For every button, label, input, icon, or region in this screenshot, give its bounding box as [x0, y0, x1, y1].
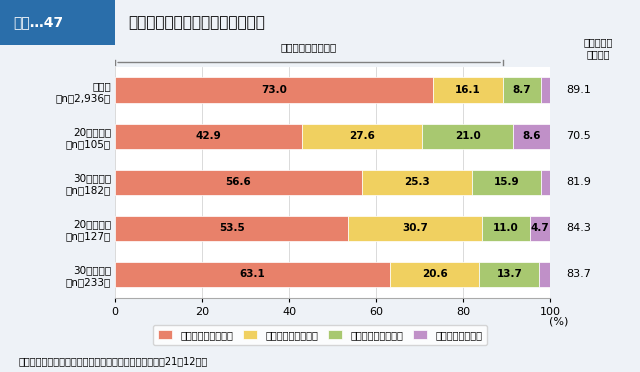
Text: 89.1: 89.1: [566, 85, 591, 95]
Bar: [302, 124, 422, 149]
Text: 27.6: 27.6: [349, 131, 375, 141]
Bar: [115, 77, 433, 103]
Text: 53.5: 53.5: [219, 223, 244, 233]
Bar: [513, 124, 551, 149]
Bar: [390, 262, 479, 287]
Text: よく食べる
（小計）: よく食べる （小計）: [584, 37, 613, 59]
Text: 資料：内閣府「食育の現状と意識に関する調査」（平成21年12月）: 資料：内閣府「食育の現状と意識に関する調査」（平成21年12月）: [19, 356, 208, 366]
Text: 11.0: 11.0: [493, 223, 518, 233]
Bar: [539, 262, 550, 287]
Text: 20.6: 20.6: [422, 269, 447, 279]
Bar: [541, 77, 550, 103]
Bar: [115, 216, 348, 241]
Bar: [541, 170, 550, 195]
Text: 30.7: 30.7: [402, 223, 428, 233]
X-axis label: (%): (%): [549, 316, 569, 326]
Text: 42.9: 42.9: [196, 131, 221, 141]
Text: 4.7: 4.7: [531, 223, 549, 233]
Bar: [362, 170, 472, 195]
Text: 25.3: 25.3: [404, 177, 429, 187]
Text: 83.7: 83.7: [566, 269, 591, 279]
Text: 84.3: 84.3: [566, 223, 591, 233]
Bar: [115, 262, 390, 287]
Text: 56.6: 56.6: [225, 177, 252, 187]
Bar: [115, 170, 362, 195]
Text: よく食べる（小計）: よく食べる（小計）: [281, 43, 337, 52]
Text: 8.7: 8.7: [513, 85, 531, 95]
Bar: [529, 216, 550, 241]
Text: 副菜を１日に２回以上食べる頻度: 副菜を１日に２回以上食べる頻度: [128, 15, 265, 30]
Text: 16.1: 16.1: [455, 85, 481, 95]
Bar: [482, 216, 529, 241]
Text: 70.5: 70.5: [566, 131, 591, 141]
Bar: [503, 77, 541, 103]
Text: 73.0: 73.0: [261, 85, 287, 95]
Bar: [115, 124, 302, 149]
Bar: [348, 216, 482, 241]
Text: 8.6: 8.6: [523, 131, 541, 141]
Bar: [422, 124, 513, 149]
Text: 13.7: 13.7: [497, 269, 522, 279]
Text: 81.9: 81.9: [566, 177, 591, 187]
Bar: [433, 77, 503, 103]
Bar: [479, 262, 539, 287]
Bar: [472, 170, 541, 195]
FancyBboxPatch shape: [0, 0, 115, 45]
Text: 63.1: 63.1: [239, 269, 266, 279]
Text: 21.0: 21.0: [455, 131, 481, 141]
Text: 15.9: 15.9: [493, 177, 519, 187]
Legend: ほとんど毎日食べる, 週に４～５日食べる, 週に２～３日食べる, ほとんど食べない: ほとんど毎日食べる, 週に４～５日食べる, 週に２～３日食べる, ほとんど食べな…: [153, 325, 487, 345]
Text: 図表…47: 図表…47: [13, 15, 63, 29]
